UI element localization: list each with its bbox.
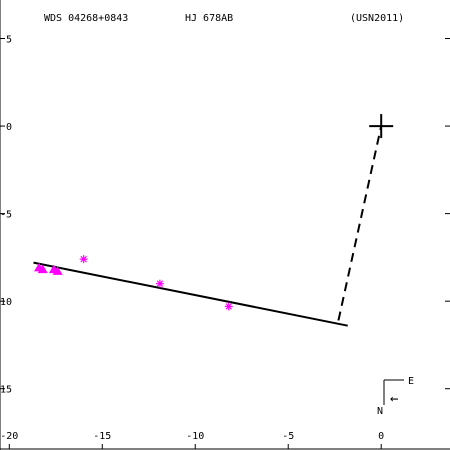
x-axis-ticks: -20 -15 -10 -5 0	[0, 431, 384, 449]
observation-asterisk	[79, 255, 88, 264]
reference-label: (USN2011)	[350, 13, 404, 24]
compass: E N ←	[377, 376, 414, 417]
y-tick-label: 5	[6, 35, 12, 46]
compass-east-label: E	[408, 376, 414, 387]
observation-triangle	[37, 264, 48, 274]
y-tick-label: -10	[0, 297, 12, 308]
y-axis-ticks: 5 0 -5 -10 -15	[0, 35, 450, 396]
observation-asterisk	[155, 279, 164, 288]
discoverer-label: HJ 678AB	[185, 13, 233, 24]
x-tick-label: -5	[282, 431, 294, 442]
observation-asterisk	[224, 302, 233, 311]
compass-north-label: N	[377, 406, 383, 417]
y-tick-label: 0	[6, 122, 12, 133]
connector-dashed-line	[337, 125, 383, 321]
x-tick-label: -15	[93, 431, 111, 442]
asterisk-stroke	[225, 303, 232, 310]
wds-id-label: WDS 04268+0843	[44, 13, 128, 24]
compass-arrow-icon: ←	[390, 391, 398, 407]
y-tick-label: -5	[0, 210, 12, 221]
x-tick-label: -10	[186, 431, 204, 442]
y-tick-label: -15	[0, 385, 12, 396]
observation-triangle	[52, 266, 63, 275]
x-tick-label: 0	[378, 431, 384, 442]
observation-points	[34, 255, 233, 311]
x-tick-label: -20	[0, 431, 18, 442]
primary-star-cross-icon	[369, 114, 394, 139]
asterisk-stroke	[156, 280, 164, 287]
fit-line	[33, 261, 348, 327]
asterisk-stroke	[80, 255, 87, 263]
